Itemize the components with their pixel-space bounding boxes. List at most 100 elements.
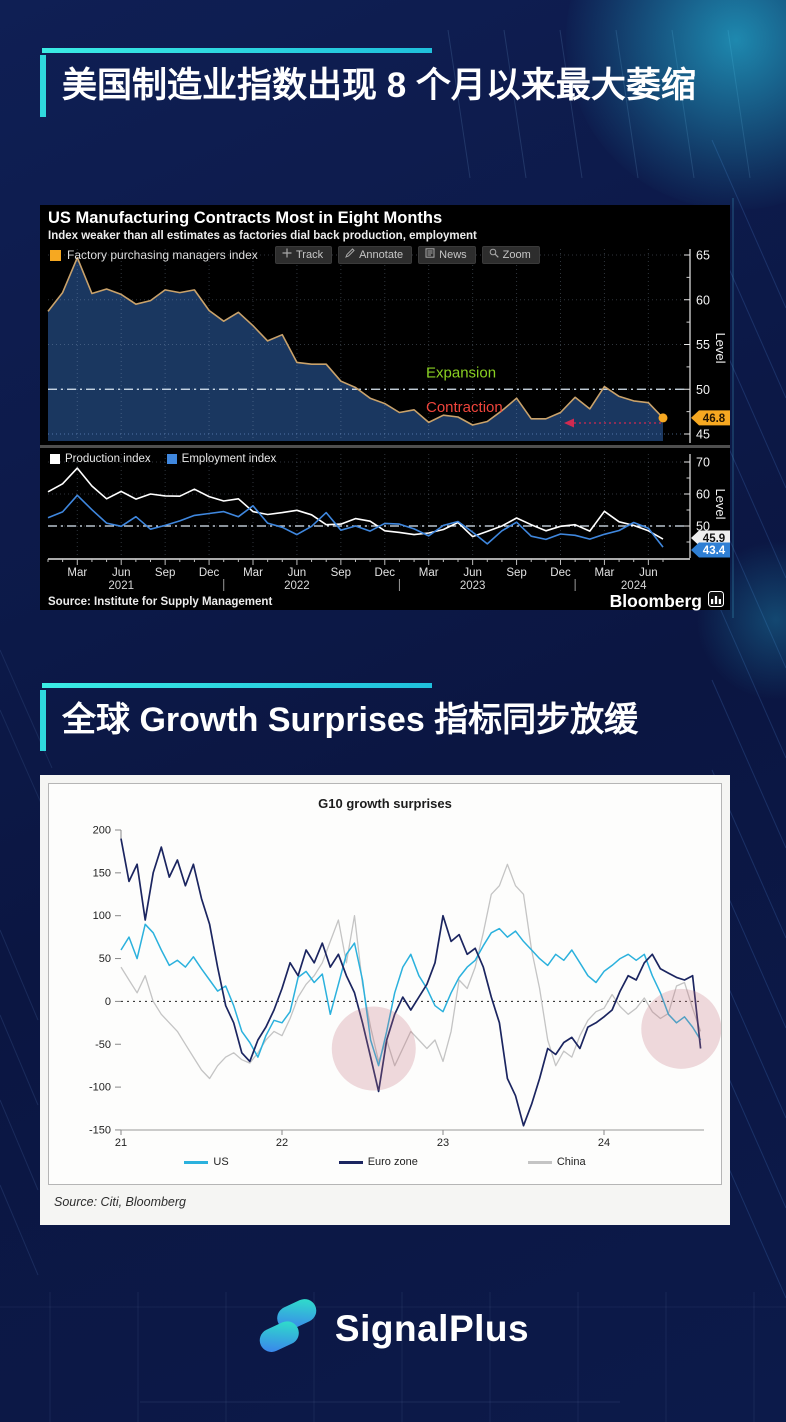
- svg-text:Level: Level: [713, 332, 728, 363]
- svg-text:-100: -100: [89, 1082, 111, 1094]
- svg-text:Dec: Dec: [199, 567, 220, 579]
- svg-text:50: 50: [99, 953, 111, 965]
- svg-text:Sep: Sep: [155, 567, 175, 579]
- chart-footer: Source: Institute for Supply Management …: [48, 591, 724, 612]
- svg-text:2021: 2021: [108, 580, 134, 592]
- eurozone-legend-label: Euro zone: [367, 1156, 418, 1168]
- annotate-button-label: Annotate: [359, 248, 404, 261]
- zoom-button-label: Zoom: [502, 248, 531, 261]
- svg-text:Mar: Mar: [595, 567, 615, 579]
- svg-text:Contraction: Contraction: [426, 399, 503, 416]
- us-legend-swatch: [184, 1160, 209, 1164]
- eurozone-legend-swatch: [338, 1160, 363, 1164]
- track-button[interactable]: Track: [275, 246, 333, 264]
- employment-legend-swatch: [166, 454, 177, 464]
- us-legend-label: US: [213, 1156, 229, 1168]
- production-legend-label: Production index: [65, 453, 151, 465]
- footer-brand: SignalPlus: [0, 1298, 786, 1359]
- g10-line-chart: 200 150 100 50 0 -50 -100 -150 21 22 23 24: [89, 825, 721, 1149]
- svg-text:200: 200: [93, 825, 111, 837]
- bloomberg-logo-text: Bloomberg: [609, 591, 702, 611]
- headline-block-growth-surprises: 全球 Growth Surprises 指标同步放缓: [40, 683, 740, 751]
- annotate-button[interactable]: Annotate: [338, 246, 413, 264]
- svg-text:22: 22: [276, 1137, 288, 1149]
- chart-subtitle: Index weaker than all estimates as facto…: [48, 230, 477, 242]
- track-crosshair-icon: [282, 248, 292, 261]
- svg-text:65: 65: [696, 249, 710, 263]
- svg-text:Mar: Mar: [243, 567, 263, 579]
- svg-text:23: 23: [437, 1137, 449, 1149]
- svg-text:Mar: Mar: [67, 567, 87, 579]
- headline-accent-line: [42, 683, 432, 688]
- svg-text:Jun: Jun: [639, 567, 658, 579]
- svg-text:0: 0: [105, 996, 111, 1008]
- svg-text:100: 100: [93, 910, 111, 922]
- svg-text:43.4: 43.4: [703, 545, 726, 557]
- china-legend-label: China: [556, 1156, 586, 1168]
- legend-item-us: US: [184, 1156, 229, 1168]
- production-legend-swatch: [50, 454, 60, 464]
- time-axis: Mar Jun Sep Dec Mar Jun Sep Dec Mar Jun Sep Dec Mar J…: [47, 558, 690, 592]
- chart-source: Source: Institute for Supply Management: [48, 595, 273, 608]
- employment-legend-item: Employment index: [166, 453, 277, 465]
- legend-item-eurozone: Euro zone: [338, 1156, 418, 1168]
- svg-text:Jun: Jun: [463, 567, 482, 579]
- signalplus-logo-icon: [257, 1298, 319, 1359]
- panels-separator: [40, 445, 730, 448]
- bloomberg-chart-bars-icon: [708, 591, 724, 612]
- g10-plot-box: 200 150 100 50 0 -50 -100 -150 21 22 23 24 G10 grow…: [48, 783, 722, 1185]
- svg-text:24: 24: [598, 1137, 610, 1149]
- production-employment-chart: 50 60 70 45.943.4 Level: [47, 454, 730, 558]
- g10-chart-title: G10 growth surprises: [318, 796, 452, 811]
- svg-text:Sep: Sep: [506, 567, 526, 579]
- employment-legend-label: Employment index: [181, 453, 277, 465]
- svg-text:Dec: Dec: [375, 567, 396, 579]
- svg-text:-50: -50: [95, 1039, 111, 1051]
- svg-text:2022: 2022: [284, 580, 310, 592]
- svg-text:Jun: Jun: [288, 567, 307, 579]
- svg-text:70: 70: [696, 456, 710, 470]
- news-button[interactable]: News: [418, 246, 476, 264]
- pmi-legend: Factory purchasing managers index: [50, 248, 258, 262]
- headline-accent-line: [42, 48, 432, 53]
- svg-text:45: 45: [696, 428, 710, 442]
- svg-text:21: 21: [115, 1137, 127, 1149]
- headline-growth-surprises: 全球 Growth Surprises 指标同步放缓: [40, 690, 740, 751]
- china-legend-swatch: [527, 1160, 552, 1164]
- g10-source: Source: Citi, Bloomberg: [54, 1195, 187, 1209]
- production-legend-item: Production index: [50, 453, 151, 465]
- g10-chart-card: 200 150 100 50 0 -50 -100 -150 21 22 23 24 G10 grow…: [40, 775, 730, 1225]
- svg-text:55: 55: [696, 338, 710, 352]
- svg-text:Jun: Jun: [112, 567, 131, 579]
- zoom-button[interactable]: Zoom: [481, 246, 540, 264]
- bloomberg-toolbar: Track Annotate News Zoom: [275, 246, 540, 264]
- news-page-icon: [425, 248, 435, 261]
- svg-text:150: 150: [93, 867, 111, 879]
- bloomberg-logo: Bloomberg: [610, 591, 724, 612]
- svg-text:Level: Level: [713, 488, 728, 519]
- svg-text:2023: 2023: [460, 580, 486, 592]
- svg-text:46.8: 46.8: [703, 413, 726, 425]
- headline-us-manufacturing: 美国制造业指数出现 8 个月以来最大萎缩: [40, 55, 740, 118]
- zoom-magnifier-icon: [489, 248, 499, 261]
- pmi-area-chart: Expansion Contraction 45 50 55 60 65 46.8 Level: [47, 249, 730, 443]
- svg-text:Sep: Sep: [331, 567, 351, 579]
- svg-text:60: 60: [696, 293, 710, 307]
- bloomberg-chart-card: US Manufacturing Contracts Most in Eight…: [40, 205, 730, 612]
- svg-text:Mar: Mar: [419, 567, 439, 579]
- signalplus-brand-text: SignalPlus: [334, 1307, 530, 1349]
- pmi-legend-label: Factory purchasing managers index: [67, 248, 258, 262]
- svg-text:Dec: Dec: [550, 567, 571, 579]
- svg-text:Expansion: Expansion: [426, 365, 496, 382]
- svg-text:45.9: 45.9: [703, 533, 725, 545]
- chart-title: US Manufacturing Contracts Most in Eight…: [48, 209, 443, 227]
- g10-legend: US Euro zone China: [49, 1156, 721, 1168]
- svg-text:-150: -150: [89, 1124, 111, 1136]
- svg-text:60: 60: [696, 488, 710, 502]
- headline-block-manufacturing: 美国制造业指数出现 8 个月以来最大萎缩: [40, 48, 740, 118]
- annotate-pencil-icon: [345, 248, 355, 261]
- legend-item-china: China: [527, 1156, 586, 1168]
- news-button-label: News: [439, 248, 467, 261]
- production-employment-legend: Production index Employment index: [50, 453, 276, 465]
